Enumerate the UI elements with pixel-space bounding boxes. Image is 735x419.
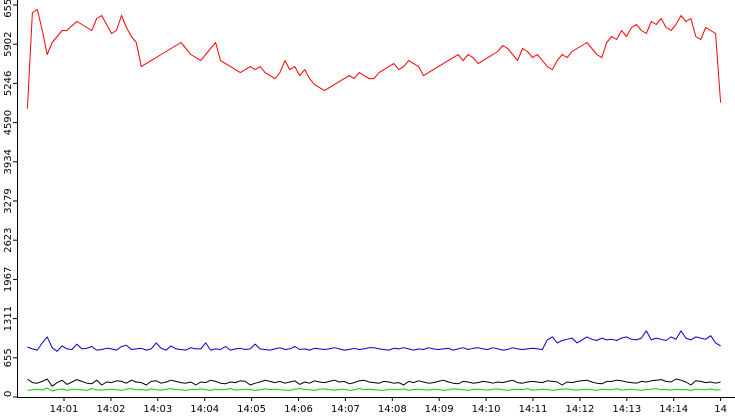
series-layer <box>26 9 722 392</box>
x-tick-label: 14:04 <box>190 404 219 415</box>
x-tick-label: 14:08 <box>378 404 407 415</box>
x-tick-label: 14:09 <box>425 404 454 415</box>
x-tick-label: 14:01 <box>50 404 79 415</box>
series-line-2 <box>27 378 721 387</box>
y-tick-label: 3279 <box>3 188 14 213</box>
x-tick-label: 14:11 <box>519 404 548 415</box>
x-tick-label: 14:12 <box>565 404 594 415</box>
y-tick-label: 3934 <box>3 149 14 174</box>
y-tick-label: 6558 <box>3 0 14 18</box>
x-tick-label: 14:03 <box>143 404 172 415</box>
x-tick-label: 14 <box>714 404 727 415</box>
x-tick-label: 14:14 <box>659 404 688 415</box>
y-tick-label: 0 <box>3 391 14 397</box>
y-tick-label: 1311 <box>3 306 14 331</box>
x-tick-label: 14:05 <box>237 404 266 415</box>
y-tick-label: 5902 <box>3 31 14 56</box>
x-axis: 14:01 14:02 14:03 14:04 14:05 14:06 14:07 14:08… <box>50 397 727 415</box>
x-tick-label: 14:07 <box>331 404 360 415</box>
y-axis: 0 655 1311 1967 2623 3279 3934 4590 5246 5902 6558 <box>3 0 18 398</box>
x-tick-label: 14:02 <box>96 404 125 415</box>
y-tick-label: 4590 <box>3 110 14 135</box>
series-line-1 <box>27 330 721 352</box>
y-tick-label: 5246 <box>3 71 14 96</box>
x-tick-label: 14:06 <box>284 404 313 415</box>
x-tick-label: 14:13 <box>612 404 641 415</box>
y-tick-label: 1967 <box>3 267 14 292</box>
series-line-3 <box>27 387 721 392</box>
y-tick-label: 2623 <box>3 227 14 252</box>
y-tick-label: 655 <box>3 348 14 367</box>
series-line-0 <box>26 9 722 109</box>
x-tick-label: 14:10 <box>472 404 501 415</box>
